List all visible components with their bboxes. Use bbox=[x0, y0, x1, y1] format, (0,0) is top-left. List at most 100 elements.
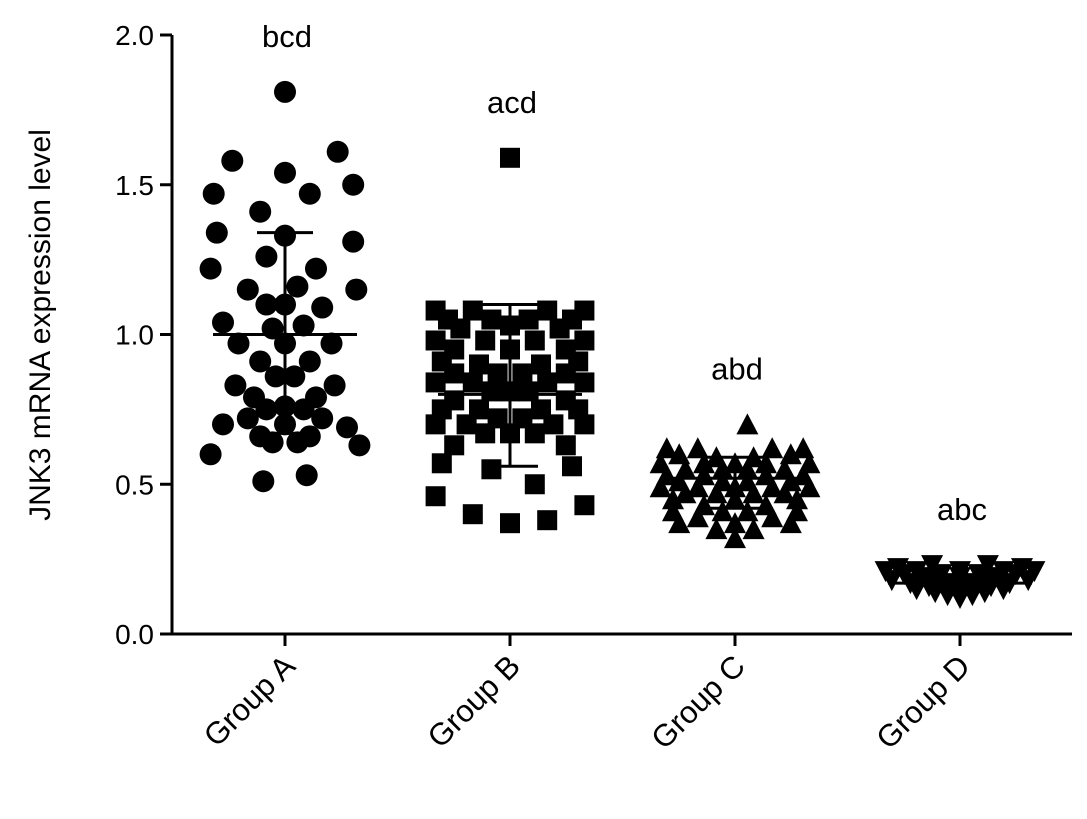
data-point-triangle-up bbox=[736, 500, 759, 522]
data-point-circle bbox=[199, 257, 222, 280]
data-point-circle bbox=[252, 470, 275, 493]
data-point-circle bbox=[212, 413, 234, 436]
data-point-circle bbox=[342, 230, 365, 253]
data-point-square bbox=[574, 495, 595, 516]
data-point-triangle-up bbox=[755, 452, 777, 474]
data-point-triangle-up bbox=[705, 518, 728, 540]
data-point-triangle-up bbox=[686, 437, 709, 459]
data-point-square bbox=[425, 486, 446, 507]
data-point-triangle-up bbox=[798, 476, 821, 498]
data-point-circle bbox=[261, 431, 284, 454]
x-category-label: Group C bbox=[644, 648, 752, 756]
data-point-square bbox=[512, 363, 533, 384]
data-point-square bbox=[543, 414, 564, 435]
data-point-circle bbox=[264, 365, 287, 388]
data-point-circle bbox=[236, 278, 259, 301]
data-point-triangle-up bbox=[779, 443, 802, 465]
significance-annotation: acd bbox=[487, 85, 537, 120]
data-point-circle bbox=[274, 161, 296, 184]
x-category-label: Group D bbox=[869, 648, 977, 756]
data-point-circle bbox=[199, 443, 222, 466]
data-point-circle bbox=[305, 257, 327, 280]
y-tick-label: 0.0 bbox=[115, 619, 154, 650]
data-point-triangle-up bbox=[674, 482, 697, 504]
data-point-circle bbox=[348, 434, 371, 457]
data-point-circle bbox=[286, 431, 309, 454]
data-point-circle bbox=[311, 407, 334, 430]
data-point-triangle-up bbox=[693, 452, 715, 474]
data-point-square bbox=[574, 330, 595, 351]
data-point-square bbox=[425, 372, 446, 393]
data-point-triangle-up bbox=[779, 512, 802, 534]
data-point-circle bbox=[292, 314, 315, 337]
data-point-triangle-up bbox=[705, 482, 728, 504]
data-point-circle bbox=[224, 374, 247, 397]
data-point-square bbox=[574, 372, 595, 393]
data-point-triangle-up bbox=[792, 437, 815, 459]
y-tick-label: 1.5 bbox=[115, 170, 154, 201]
data-point-circle bbox=[205, 221, 228, 244]
data-point-circle bbox=[292, 398, 315, 421]
x-category-label: Group B bbox=[421, 648, 527, 754]
data-point-circle bbox=[202, 182, 225, 205]
data-point-square bbox=[475, 330, 496, 351]
data-point-square bbox=[531, 354, 551, 375]
y-axis-title: JNK3 mRNA expression level bbox=[24, 129, 57, 521]
data-point-triangle-up bbox=[686, 476, 709, 498]
data-point-triangle-up bbox=[742, 518, 765, 540]
data-point-square bbox=[537, 300, 558, 321]
data-point-circle bbox=[255, 293, 278, 316]
data-point-circle bbox=[212, 311, 234, 334]
data-point-triangle-up bbox=[686, 506, 709, 528]
data-point-triangle-up bbox=[668, 443, 691, 465]
data-point-square bbox=[425, 414, 446, 435]
data-point-square bbox=[469, 354, 489, 375]
data-point-circle bbox=[323, 374, 346, 397]
data-point-circle bbox=[286, 275, 309, 298]
data-point-triangle-up bbox=[786, 488, 808, 510]
data-point-circle bbox=[236, 407, 259, 430]
data-point-triangle-up bbox=[668, 512, 691, 534]
data-point-circle bbox=[283, 365, 306, 388]
significance-annotation: bcd bbox=[262, 19, 312, 54]
significance-annotation: abd bbox=[711, 351, 763, 386]
data-point-triangle-up bbox=[655, 437, 678, 459]
data-point-circle bbox=[326, 140, 349, 163]
data-point-circle bbox=[298, 350, 321, 373]
data-point-circle bbox=[311, 296, 334, 319]
data-point-triangle-up bbox=[736, 458, 759, 480]
y-tick-label: 1.0 bbox=[115, 320, 154, 351]
data-point-circle bbox=[336, 416, 358, 439]
data-point-circle bbox=[227, 332, 250, 355]
axes bbox=[160, 33, 1072, 646]
data-marks bbox=[199, 80, 1046, 610]
data-point-circle bbox=[345, 278, 368, 301]
data-point-square bbox=[444, 363, 465, 384]
data-point-square bbox=[450, 318, 471, 339]
data-point-triangle-up bbox=[773, 482, 796, 504]
data-point-square bbox=[537, 372, 558, 393]
data-point-square bbox=[475, 423, 496, 444]
data-point-square bbox=[481, 381, 502, 402]
series-group-b bbox=[425, 147, 595, 534]
data-point-square bbox=[518, 309, 539, 330]
data-point-square bbox=[549, 318, 570, 339]
series-group-c bbox=[649, 413, 821, 549]
x-category-label: Group A bbox=[197, 648, 302, 753]
data-point-circle bbox=[255, 245, 278, 268]
data-point-square bbox=[524, 474, 545, 495]
data-point-triangle-up bbox=[761, 476, 784, 498]
data-point-triangle-down bbox=[1017, 570, 1040, 592]
data-point-circle bbox=[320, 332, 343, 355]
data-point-triangle-up bbox=[736, 413, 759, 435]
data-point-triangle-down bbox=[949, 588, 971, 610]
data-point-circle bbox=[255, 398, 278, 421]
data-point-circle bbox=[342, 173, 365, 196]
data-point-square bbox=[481, 309, 502, 330]
data-point-circle bbox=[298, 182, 321, 205]
data-point-circle bbox=[249, 200, 272, 223]
data-point-triangle-up bbox=[711, 500, 734, 522]
data-point-square bbox=[487, 363, 508, 384]
data-point-circle bbox=[274, 80, 296, 103]
data-point-circle bbox=[249, 350, 272, 373]
